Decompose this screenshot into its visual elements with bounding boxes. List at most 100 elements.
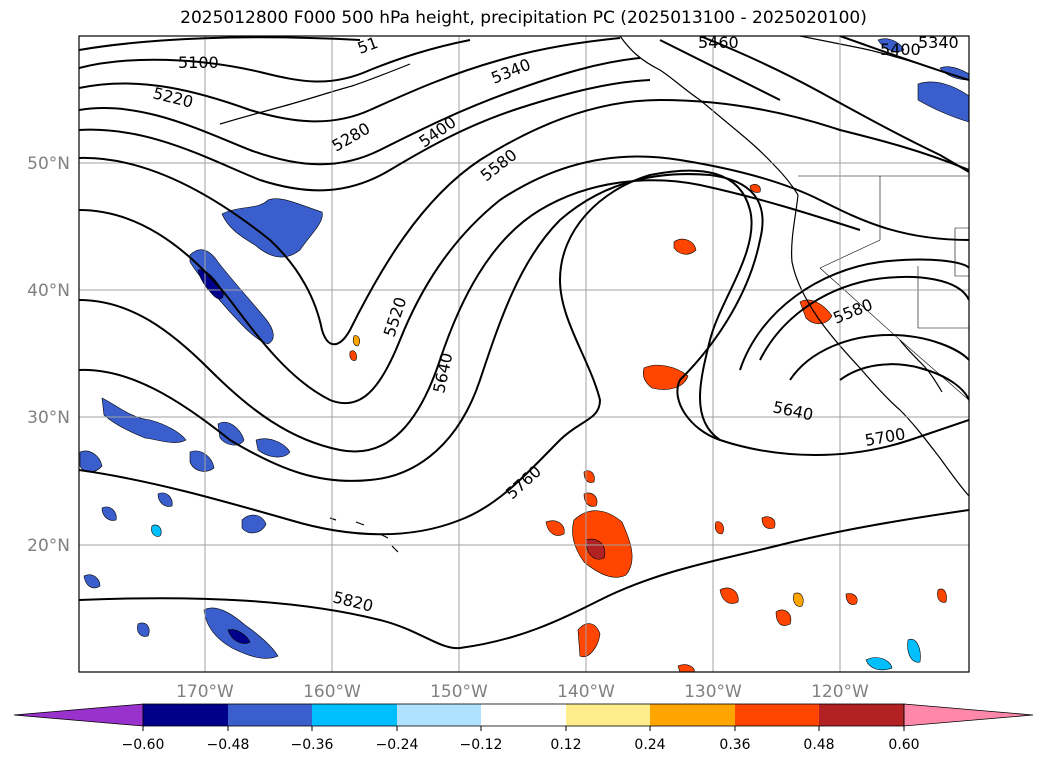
precip-negative-region xyxy=(137,622,150,637)
precip-negative-region xyxy=(151,524,162,537)
colorbar-tick-label: −0.60 xyxy=(122,737,165,753)
lon-labels: 170°W 160°W 150°W 140°W 130°W 120°W xyxy=(176,682,869,702)
precip-positive-region xyxy=(775,609,792,626)
precip-negative-region xyxy=(865,657,893,671)
colorbar-tick-label: 0.12 xyxy=(550,737,581,753)
colorbar-tick-label: 0.48 xyxy=(803,737,834,753)
contour-line xyxy=(79,37,621,123)
precip-negative-region xyxy=(189,249,274,345)
precip-negative-region xyxy=(917,81,969,123)
contour-line xyxy=(839,36,969,81)
precip-positive-region xyxy=(583,470,595,483)
precip-positive-region xyxy=(673,238,697,255)
contour-line xyxy=(739,258,969,371)
map-area xyxy=(79,36,969,672)
colorbar-tick-label: −0.48 xyxy=(207,737,250,753)
precip-anomaly-layer xyxy=(79,38,969,672)
colorbar-segment xyxy=(819,704,904,726)
graticule xyxy=(79,36,969,672)
precip-negative-region xyxy=(189,450,215,472)
precip-positive-region xyxy=(793,592,804,607)
contour-line xyxy=(79,98,969,346)
precip-positive-region xyxy=(714,521,724,535)
lon-label: 170°W xyxy=(176,682,234,702)
contour-line xyxy=(659,39,781,101)
precip-positive-region xyxy=(749,184,761,193)
precip-negative-region xyxy=(227,629,251,644)
contour-line xyxy=(79,79,651,192)
colorbar-tick-label: 0.36 xyxy=(719,737,750,753)
precip-positive-region xyxy=(583,492,598,507)
contour-line xyxy=(699,36,969,173)
precip-negative-region xyxy=(157,492,173,507)
coastlines xyxy=(219,36,969,553)
lon-label: 160°W xyxy=(303,682,361,702)
state-borders xyxy=(819,176,969,401)
aleutian-islands xyxy=(219,63,411,125)
colorbar-tick-label: −0.24 xyxy=(376,737,419,753)
na-west-coast xyxy=(791,194,969,497)
colorbar-tick-label: −0.12 xyxy=(460,737,503,753)
contour-line xyxy=(79,39,471,83)
precip-negative-region xyxy=(907,638,921,663)
baja-peninsula xyxy=(899,339,943,393)
precip-negative-region xyxy=(221,198,323,258)
chart-title: 2025012800 F000 500 hPa height, precipit… xyxy=(180,8,867,28)
lon-label: 120°W xyxy=(811,682,869,702)
contour-line xyxy=(789,333,969,381)
precip-negative-region xyxy=(877,38,905,52)
contour-line xyxy=(79,155,969,405)
colorbar-segment xyxy=(312,704,397,726)
contour-line xyxy=(79,169,753,536)
precip-positive-region xyxy=(845,593,858,605)
precip-positive-region xyxy=(642,364,689,390)
precip-positive-region xyxy=(352,335,360,347)
colorbar: −0.60 −0.48 −0.36 −0.24 −0.12 0.12 0.24 … xyxy=(13,703,1034,753)
hawaii-islands xyxy=(329,517,399,553)
lat-label: 40°N xyxy=(27,281,70,301)
contour-line xyxy=(79,179,861,453)
precip-negative-region xyxy=(101,397,187,443)
contour-label: 5100 xyxy=(178,53,219,72)
colorbar-segment xyxy=(228,704,312,726)
lat-labels: 50°N 40°N 30°N 20°N xyxy=(27,154,70,556)
precip-negative-region xyxy=(101,506,117,521)
precip-negative-region xyxy=(83,574,101,589)
colorbar-ticks xyxy=(142,726,905,731)
colorbar-segment xyxy=(735,704,819,726)
colorbar-segment xyxy=(481,704,566,726)
contour-line xyxy=(759,275,969,361)
lon-label: 140°W xyxy=(557,682,615,702)
alaska-coast xyxy=(619,36,799,196)
precip-negative-region xyxy=(255,438,291,458)
contour-label: 5460 xyxy=(698,33,739,52)
precip-negative-region xyxy=(241,514,267,534)
colorbar-frame xyxy=(142,703,905,727)
precip-positive-region xyxy=(761,516,776,529)
colorbar-tick-label: −0.36 xyxy=(291,737,334,753)
precip-positive-region xyxy=(585,538,606,560)
precip-positive-region xyxy=(349,350,357,361)
precip-negative-region xyxy=(939,66,969,81)
precip-positive-region xyxy=(677,664,695,672)
contour-line xyxy=(839,363,969,401)
contour-line xyxy=(79,57,641,166)
contour-line xyxy=(79,509,969,650)
lat-label: 50°N xyxy=(27,154,70,174)
contour-label: 51 xyxy=(355,33,381,58)
lat-label: 20°N xyxy=(27,536,70,556)
lon-label: 150°W xyxy=(430,682,488,702)
precip-positive-region xyxy=(937,588,947,603)
colorbar-tick-label: 0.60 xyxy=(888,737,919,753)
contour-label: 5400 xyxy=(880,40,921,59)
colorbar-segment xyxy=(566,704,650,726)
map-frame xyxy=(78,35,970,673)
lon-label: 130°W xyxy=(684,682,742,702)
precip-positive-region xyxy=(719,587,739,604)
political-borders xyxy=(798,175,969,401)
precip-positive-region xyxy=(545,520,565,536)
contour-line xyxy=(79,173,969,482)
colorbar-segment xyxy=(650,704,735,726)
precip-negative-region xyxy=(217,421,245,446)
